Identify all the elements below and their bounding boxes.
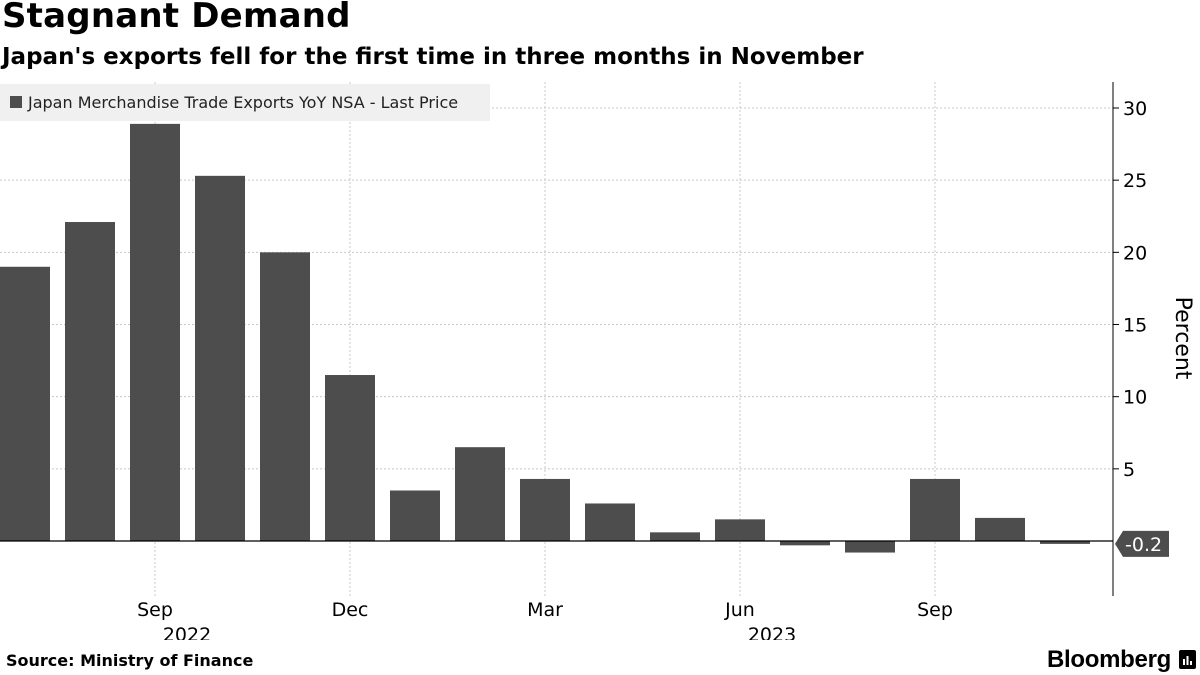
x-tick-label: Sep: [137, 599, 173, 621]
y-tick-label: 30: [1123, 98, 1147, 120]
x-tick-label: Jun: [724, 599, 755, 621]
bar: [585, 503, 635, 541]
bar: [1040, 541, 1090, 544]
bar: [715, 519, 765, 541]
bar: [975, 517, 1025, 541]
bar: [195, 175, 245, 541]
y-tick-label: 5: [1123, 459, 1135, 481]
x-year-label: 2022: [163, 624, 211, 640]
last-value-callout: [1115, 530, 1169, 557]
bar: [910, 478, 960, 541]
source-note: Source: Ministry of Finance: [6, 651, 254, 670]
bar: [260, 252, 310, 542]
bar: [390, 490, 440, 541]
y-axis-title: Percent: [1170, 297, 1195, 380]
y-tick-label: 25: [1123, 170, 1147, 192]
legend-swatch: [10, 96, 22, 108]
bar: [325, 375, 375, 541]
chart-title: Stagnant Demand: [2, 0, 351, 36]
y-tick-label: 10: [1123, 387, 1147, 409]
bar: [0, 266, 50, 541]
bar: [520, 478, 570, 541]
bar: [780, 541, 830, 546]
bar: [130, 123, 180, 542]
chart-subtitle: Japan's exports fell for the first time …: [2, 44, 864, 70]
bar: [455, 447, 505, 541]
x-tick-label: Dec: [332, 599, 369, 621]
bar: [65, 222, 115, 542]
x-tick-label: Sep: [917, 599, 953, 621]
bar: [845, 541, 895, 553]
chart: 30 25 20 15 10 5 Percent -0.2 Sep Dec Mar Jun Sep 202…: [0, 82, 1195, 640]
y-tick-label: 15: [1123, 315, 1147, 337]
x-tick-label: Mar: [527, 599, 563, 621]
x-year-label: 2023: [748, 624, 796, 640]
y-tick-label: 20: [1123, 242, 1147, 264]
bloomberg-terminal-icon: [1179, 650, 1196, 669]
legend-label: Japan Merchandise Trade Exports YoY NSA …: [27, 93, 458, 112]
bloomberg-logo: Bloomberg: [1047, 646, 1171, 673]
legend-box: [0, 84, 490, 121]
bar: [650, 532, 700, 541]
last-value-label: -0.2: [1125, 534, 1162, 556]
